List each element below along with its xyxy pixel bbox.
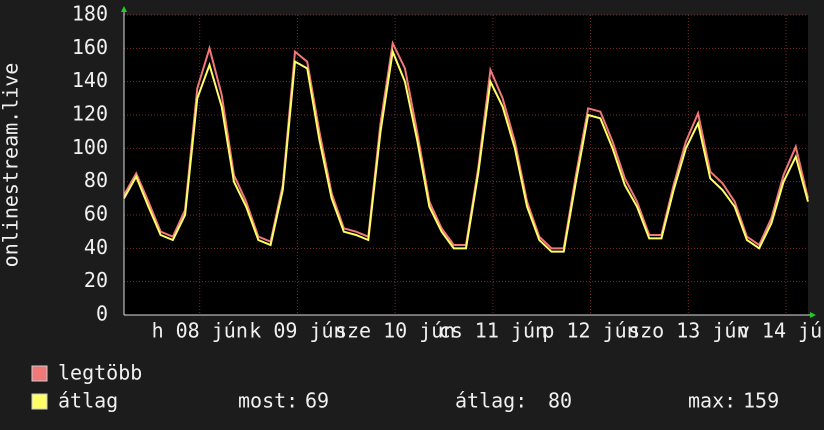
y-tick-label: 20 <box>84 268 108 292</box>
y-tick-label: 120 <box>72 102 108 126</box>
y-tick-label: 140 <box>72 68 108 92</box>
legend-swatch <box>31 393 48 410</box>
y-tick-label: 40 <box>84 235 108 259</box>
y-tick-label: 80 <box>84 168 108 192</box>
x-tick-label: cs 11 jún <box>439 319 547 343</box>
x-tick-label: p 12 jún <box>542 319 638 343</box>
y-tick-label: 60 <box>84 202 108 226</box>
legend-swatch <box>31 365 48 382</box>
stat-value: 69 <box>305 389 329 413</box>
stat-value: 80 <box>548 389 572 413</box>
x-tick-label: k 09 jún <box>249 319 345 343</box>
y-tick-label: 0 <box>96 302 108 326</box>
y-arrow <box>121 6 127 12</box>
y-tick-label: 160 <box>72 35 108 59</box>
stat-label: max: <box>688 389 736 413</box>
x-tick-label: szo 13 jún <box>628 319 748 343</box>
y-axis-label: onlinestream.live <box>0 63 23 268</box>
x-tick-label: v 14 jún <box>738 319 824 343</box>
x-tick-label: h 08 jún <box>152 319 248 343</box>
stat-value: 159 <box>743 389 779 413</box>
legend-label: átlag <box>58 389 118 413</box>
x-arrow <box>810 312 816 318</box>
y-tick-label: 180 <box>72 2 108 26</box>
stat-label: átlag: <box>455 389 527 413</box>
y-tick-label: 100 <box>72 135 108 159</box>
plot-area <box>124 15 808 315</box>
x-tick-label: sze 10 jún <box>335 319 455 343</box>
series-line <box>123 47 809 253</box>
stat-label: most: <box>238 389 298 413</box>
legend-label: legtöbb <box>58 361 142 385</box>
